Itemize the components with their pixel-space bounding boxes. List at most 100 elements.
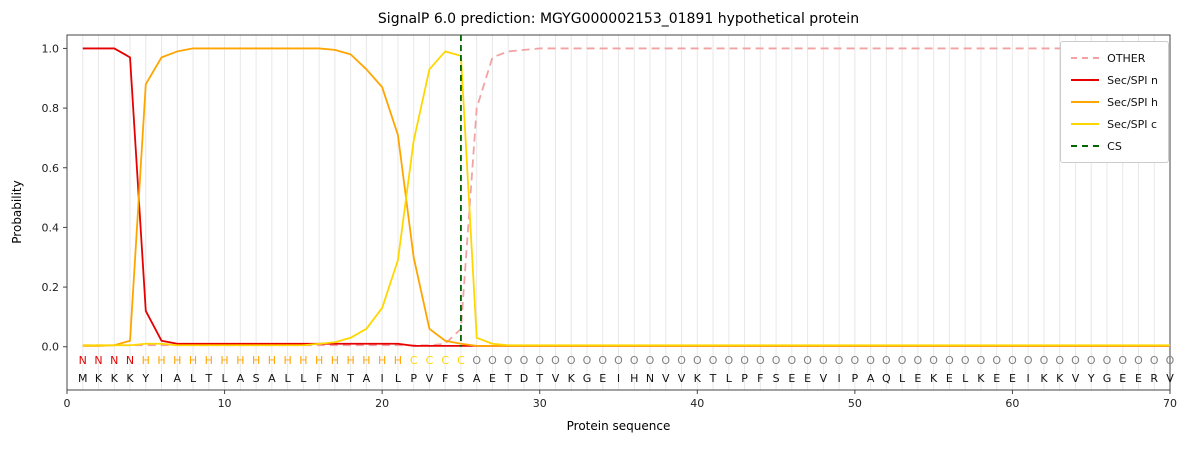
legend-item-other: OTHER <box>1071 50 1158 66</box>
svg-text:L: L <box>899 372 906 385</box>
svg-text:P: P <box>741 372 748 385</box>
svg-text:K: K <box>126 372 134 385</box>
svg-text:Y: Y <box>1087 372 1095 385</box>
svg-text:A: A <box>268 372 276 385</box>
svg-text:O: O <box>614 354 623 367</box>
svg-text:O: O <box>472 354 481 367</box>
svg-text:V: V <box>1072 372 1080 385</box>
svg-text:L: L <box>300 372 307 385</box>
svg-text:C: C <box>441 354 449 367</box>
svg-text:L: L <box>395 372 402 385</box>
svg-text:O: O <box>945 354 954 367</box>
svg-text:H: H <box>173 354 181 367</box>
x-tick-label: 20 <box>375 397 389 410</box>
svg-text:A: A <box>473 372 481 385</box>
legend-label: Sec/SPI n <box>1107 73 1158 87</box>
svg-text:O: O <box>977 354 986 367</box>
svg-text:N: N <box>126 354 134 367</box>
svg-text:V: V <box>1166 372 1174 385</box>
svg-text:O: O <box>709 354 718 367</box>
svg-text:N: N <box>646 372 654 385</box>
svg-text:E: E <box>993 372 1000 385</box>
svg-text:T: T <box>346 372 354 385</box>
svg-text:K: K <box>111 372 119 385</box>
svg-text:O: O <box>583 354 592 367</box>
svg-text:C: C <box>426 354 434 367</box>
svg-text:O: O <box>961 354 970 367</box>
series-line-sec-spi-h <box>82 47 1170 347</box>
legend-line-sample <box>1071 101 1100 103</box>
svg-text:O: O <box>520 354 529 367</box>
legend-item-sec-spi-n: Sec/SPI n <box>1071 72 1158 88</box>
svg-text:O: O <box>835 354 844 367</box>
svg-text:H: H <box>630 372 638 385</box>
svg-text:H: H <box>205 354 213 367</box>
svg-text:R: R <box>1150 372 1158 385</box>
x-tick-label: 0 <box>64 397 71 410</box>
svg-text:V: V <box>820 372 828 385</box>
svg-text:H: H <box>346 354 354 367</box>
svg-text:H: H <box>283 354 291 367</box>
svg-text:K: K <box>694 372 702 385</box>
svg-text:V: V <box>426 372 434 385</box>
svg-text:H: H <box>331 354 339 367</box>
legend: OTHER Sec/SPI n Sec/SPI h Sec/SPI c CS <box>1060 41 1169 163</box>
svg-text:O: O <box>851 354 860 367</box>
svg-text:K: K <box>95 372 103 385</box>
svg-text:E: E <box>914 372 921 385</box>
svg-text:O: O <box>1055 354 1064 367</box>
y-tick-label: 0.6 <box>42 162 60 175</box>
svg-text:I: I <box>1027 372 1030 385</box>
svg-text:O: O <box>661 354 670 367</box>
svg-text:O: O <box>630 354 639 367</box>
svg-text:E: E <box>599 372 606 385</box>
svg-text:S: S <box>457 372 464 385</box>
svg-text:L: L <box>726 372 733 385</box>
svg-text:O: O <box>693 354 702 367</box>
plot-frame <box>66 34 1171 391</box>
svg-text:E: E <box>1119 372 1126 385</box>
svg-text:H: H <box>299 354 307 367</box>
svg-text:O: O <box>740 354 749 367</box>
svg-text:F: F <box>757 372 763 385</box>
svg-text:K: K <box>568 372 576 385</box>
svg-text:O: O <box>929 354 938 367</box>
y-tick-label: 0.4 <box>42 221 60 234</box>
svg-text:O: O <box>1071 354 1080 367</box>
svg-text:H: H <box>157 354 165 367</box>
x-tick-label: 70 <box>1163 397 1177 410</box>
svg-text:P: P <box>410 372 417 385</box>
svg-text:T: T <box>535 372 543 385</box>
svg-text:L: L <box>285 372 292 385</box>
svg-text:O: O <box>866 354 875 367</box>
svg-text:I: I <box>617 372 620 385</box>
svg-text:V: V <box>678 372 686 385</box>
svg-text:O: O <box>1150 354 1159 367</box>
svg-text:V: V <box>552 372 560 385</box>
svg-text:O: O <box>1166 354 1175 367</box>
x-tick-label: 10 <box>218 397 232 410</box>
svg-text:H: H <box>362 354 370 367</box>
legend-line-sample <box>1071 145 1100 147</box>
legend-item-sec-spi-h: Sec/SPI h <box>1071 94 1158 110</box>
svg-text:O: O <box>1103 354 1112 367</box>
svg-text:E: E <box>946 372 953 385</box>
legend-item-cs: CS <box>1071 138 1158 154</box>
svg-text:O: O <box>1008 354 1017 367</box>
svg-text:O: O <box>551 354 560 367</box>
x-axis-label: Protein sequence <box>566 419 671 433</box>
svg-text:L: L <box>190 372 197 385</box>
svg-text:E: E <box>1009 372 1016 385</box>
axis-ticks <box>63 47 1171 394</box>
svg-text:I: I <box>381 372 384 385</box>
svg-text:K: K <box>977 372 985 385</box>
svg-text:A: A <box>363 372 371 385</box>
y-axis-label: Probability <box>10 180 24 244</box>
svg-text:E: E <box>788 372 795 385</box>
svg-text:K: K <box>930 372 938 385</box>
svg-text:E: E <box>1135 372 1142 385</box>
legend-label: Sec/SPI h <box>1107 95 1158 109</box>
